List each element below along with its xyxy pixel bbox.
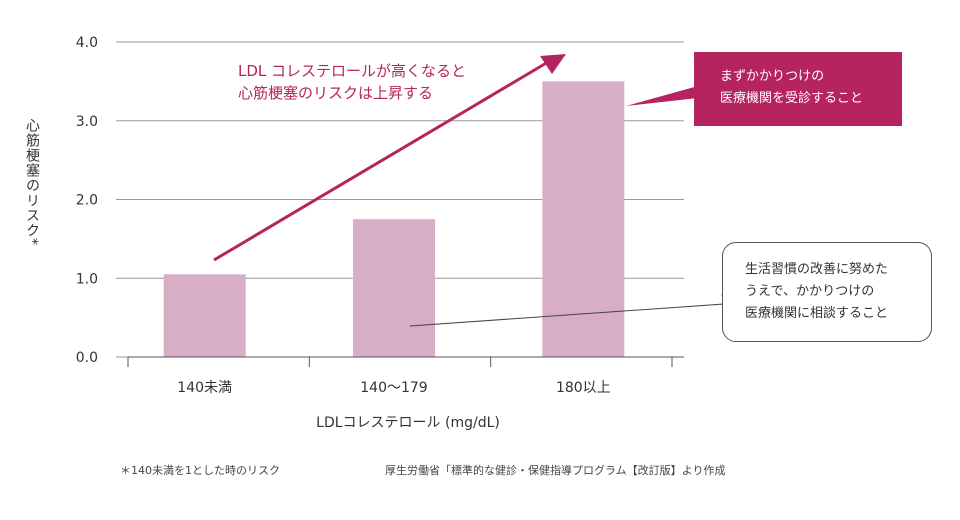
x-tick-label: 140未満 [177,380,232,396]
callout-consult-doctor-line2: 医療機関を受診すること [720,91,864,106]
trend-arrow [213,60,549,262]
trend-arrow-head [540,54,566,74]
callout-pointer [626,86,698,106]
y-tick-label: 2.0 [76,193,98,209]
bar [542,81,625,357]
callout-lifestyle-line2: うえで、かかりつけの [745,284,875,299]
source-note: 厚生労働省「標準的な健診・保健指導プログラム【改訂版】より作成 [385,464,726,477]
callout-consult-doctor-line1: まずかかりつけの [720,69,825,84]
y-axis-title: 心筋梗塞のリスク* [24,118,40,246]
callout-lifestyle-line1: 生活習慣の改善に努めた [745,262,889,277]
trend-annotation: LDL コレステロールが高くなると 心筋梗塞のリスクは上昇する [238,60,466,104]
x-tick-label: 140〜179 [360,380,427,396]
y-tick-label: 4.0 [76,35,98,51]
x-tick-label: 180以上 [556,380,611,396]
y-tick-label: 3.0 [76,114,98,130]
callout-lifestyle-line3: 医療機関に相談すること [745,306,889,321]
footnote: ＊140未満を1とした時のリスク [120,464,280,477]
y-tick-label: 0.0 [76,350,98,366]
y-tick-label: 1.0 [76,271,98,287]
callout-consult-doctor: まずかかりつけの 医療機関を受診すること [694,52,902,126]
trend-annotation-line1: LDL コレステロールが高くなると [238,62,467,80]
trend-annotation-line2: 心筋梗塞のリスクは上昇する [238,84,434,102]
x-axis-title: LDLコレステロール (mg/dL) [316,415,500,431]
bar [163,274,246,357]
bar [353,219,435,357]
callout-lifestyle: 生活習慣の改善に努めた うえで、かかりつけの 医療機関に相談すること [722,242,932,342]
